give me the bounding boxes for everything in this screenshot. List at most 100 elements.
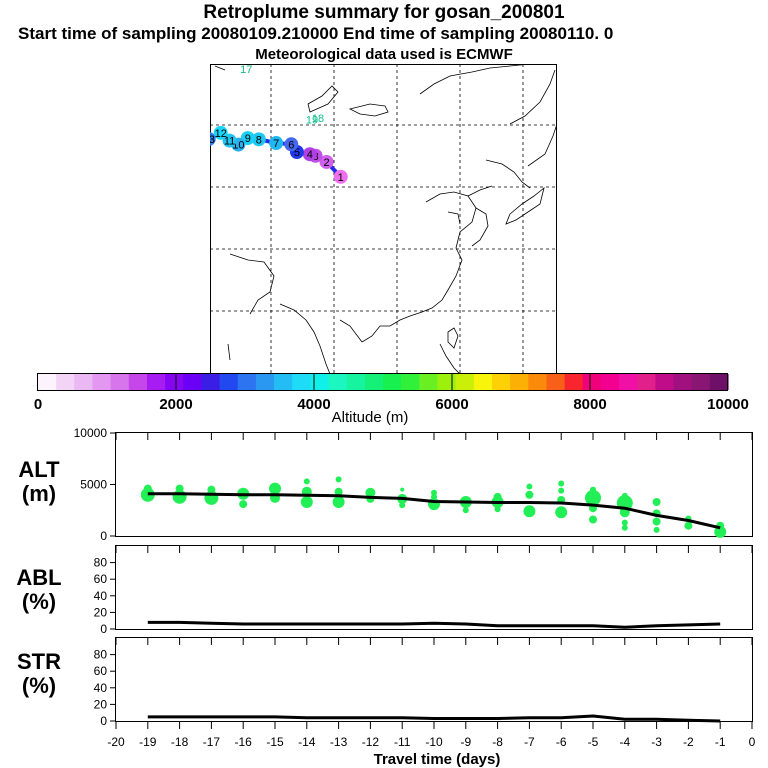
alt-cluster-point: [621, 492, 628, 499]
trajectory-point-label: 12: [215, 128, 227, 140]
x-tick-label: -19: [139, 735, 157, 749]
colorbar-cell: [92, 374, 112, 390]
colorbar-tick-label: 6000: [435, 396, 468, 413]
alt-cluster-point: [365, 487, 376, 498]
y-tick-label: 0: [100, 622, 107, 636]
alt-cluster-point: [143, 484, 152, 493]
colorbar-cell: [364, 374, 384, 390]
alt-cluster-point: [652, 498, 661, 507]
alt-cluster-point: [555, 506, 568, 519]
colorbar-cell: [237, 374, 257, 390]
trajectory-point: [319, 154, 334, 169]
x-axis-label: Travel time (days): [374, 751, 501, 768]
alt-cluster-point: [175, 484, 184, 493]
colorbar-cell: [546, 374, 566, 390]
x-tick-label: -5: [588, 735, 599, 749]
colorbar-cell: [183, 374, 203, 390]
colorbar-cell: [201, 374, 221, 390]
colorbar-tick-label: 2000: [159, 396, 192, 413]
colorbar-cell: [491, 374, 511, 390]
trajectory-point-label: 18: [312, 113, 324, 125]
colorbar-cell: [564, 374, 584, 390]
x-tick-label: -10: [425, 735, 443, 749]
alt-cluster-point: [717, 530, 724, 537]
y-tick-label: 5000: [80, 478, 107, 492]
abl-panel-label: ABL (%): [16, 565, 62, 614]
trajectory-point-label: 8: [256, 134, 262, 146]
x-tick-label: -7: [524, 735, 535, 749]
trajectory-point-label: 7: [273, 138, 279, 150]
colorbar-cell: [655, 374, 675, 390]
chart-title: Retroplume summary for gosan_200801: [203, 2, 565, 23]
colorbar-tick-label: 10000: [707, 396, 749, 413]
altitude-colorbar: 0 2000 4000 6000 8000 10000 Altitude (m): [34, 373, 749, 426]
x-tick-label: -16: [235, 735, 253, 749]
colorbar-tick-label: 0: [34, 396, 42, 413]
x-tick-label: -12: [362, 735, 380, 749]
colorbar-cell: [528, 374, 548, 390]
str-frame: [115, 637, 753, 722]
colorbar-cell: [128, 374, 148, 390]
colorbar-cell: [328, 374, 348, 390]
trajectory-point-label: 17: [240, 64, 252, 76]
alt-cluster-point: [621, 524, 628, 531]
alt-cluster-point: [207, 485, 216, 494]
colorbar-cell: [346, 374, 366, 390]
str-line: [147, 714, 721, 723]
alt-cluster-point: [332, 496, 345, 509]
str-panel-label: STR (%): [17, 649, 61, 698]
alt-cluster-point: [589, 515, 597, 524]
alt-cluster-point: [558, 487, 565, 494]
colorbar-cell: [510, 374, 529, 390]
trajectory-point: [251, 132, 266, 147]
y-tick-label: 40: [94, 589, 108, 603]
trajectory-point-label: 9: [245, 133, 251, 145]
trajectory-point-label: 2: [323, 157, 329, 169]
x-tick-label: -3: [651, 735, 662, 749]
colorbar-cell: [56, 374, 75, 390]
alt-cluster-point: [590, 486, 596, 493]
colorbar-cell: [582, 374, 602, 390]
y-tick-label: 60: [94, 664, 108, 678]
alt-cluster-point: [523, 505, 536, 518]
trajectory-point-label: 5: [294, 147, 300, 159]
alt-cluster-point: [303, 478, 310, 485]
trajectory-point: [284, 137, 299, 152]
colorbar-cell: [600, 374, 620, 390]
trajectory-point: [302, 147, 317, 162]
trajectory-point: [213, 125, 228, 140]
alt-cluster-point: [269, 482, 281, 495]
colorbar-cell: [74, 374, 94, 390]
alt-cluster-point: [526, 483, 533, 490]
colorbar-cell: [219, 374, 239, 390]
colorbar-cell: [292, 374, 311, 390]
x-tick-label: -6: [556, 735, 567, 749]
trajectory-point: [333, 169, 348, 184]
alt-cluster-point: [335, 476, 342, 483]
alt-cluster-point: [431, 489, 437, 496]
colorbar-cell: [274, 374, 293, 390]
colorbar-cell: [255, 374, 275, 390]
alt-cluster-point: [684, 521, 693, 530]
alt-cluster-point: [558, 480, 565, 487]
alt-cluster-point: [300, 496, 313, 509]
x-tick-label: -20: [107, 735, 125, 749]
x-tick-label: -4: [619, 735, 630, 749]
colorbar-cell: [473, 374, 493, 390]
alt-panel-label: ALT (m): [18, 457, 60, 506]
y-tick-label: 0: [100, 714, 107, 728]
x-tick-label: -14: [298, 735, 316, 749]
colorbar-tick-label: 8000: [573, 396, 606, 413]
colorbar-cell: [110, 374, 130, 390]
colorbar-cell: [637, 374, 656, 390]
trajectory-point-label: 19: [306, 114, 318, 126]
x-tick-label: -2: [683, 735, 694, 749]
x-tick-label: -13: [330, 735, 348, 749]
y-tick-label: 20: [94, 697, 108, 711]
colorbar-cell: [455, 374, 475, 390]
x-tick-label: -1: [715, 735, 726, 749]
meteorological-source: Meteorological data used is ECMWF: [255, 46, 513, 63]
abl-line: [147, 620, 721, 629]
alt-cluster-point: [400, 487, 405, 492]
